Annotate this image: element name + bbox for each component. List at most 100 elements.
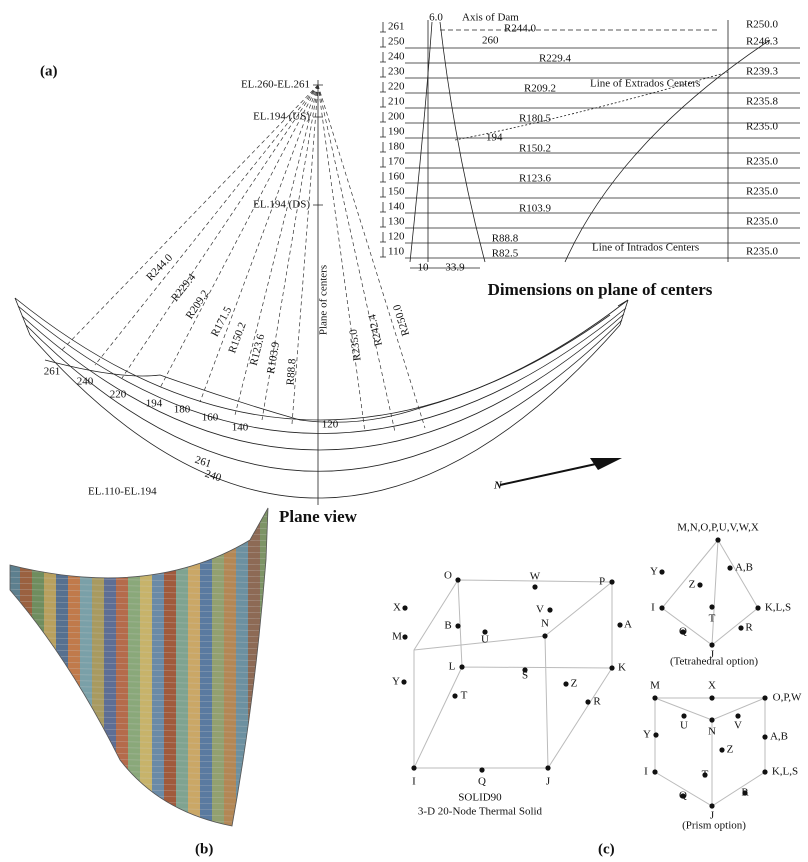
node-label: P xyxy=(599,576,605,588)
radius-label: R235.0 xyxy=(347,328,363,362)
elevation-marker xyxy=(380,232,386,242)
node-dot xyxy=(459,664,464,669)
mesh-line xyxy=(0,505,280,511)
node-label: K,L,S xyxy=(772,766,798,778)
node-label: M xyxy=(392,631,402,643)
elevation-marker xyxy=(380,202,386,212)
dam-stripe xyxy=(104,500,117,840)
node-label: A,B xyxy=(770,731,788,743)
node-label: N xyxy=(541,618,549,630)
elevation-label: 250 xyxy=(388,36,405,48)
node-label: R xyxy=(741,787,749,799)
node-dot xyxy=(609,579,614,584)
node-label: U xyxy=(481,634,489,646)
radius-label: R235.0 xyxy=(746,216,779,228)
node-label: Z xyxy=(571,678,578,690)
node-dot xyxy=(652,695,657,700)
node-label: I xyxy=(644,766,648,778)
radius-label: R209.2 xyxy=(524,83,556,95)
node-dot xyxy=(617,622,622,627)
node-label: A,B xyxy=(735,562,753,574)
elevation-label: 170 xyxy=(388,156,405,168)
elevation-label: 240 xyxy=(203,468,223,485)
elevation-marker xyxy=(380,37,386,47)
elevation-label: 200 xyxy=(388,111,405,123)
elevation-label: 261 xyxy=(44,366,61,378)
dam-stripe xyxy=(212,500,225,840)
elevation-label: 150 xyxy=(388,186,405,198)
dam-stripe xyxy=(8,500,21,840)
dam-stripe xyxy=(188,500,201,840)
mesh-line xyxy=(0,805,280,811)
dam-stripe xyxy=(20,500,33,840)
radius-label: R88.8 xyxy=(492,233,519,245)
panel-label: (c) xyxy=(598,841,615,857)
radius-label: R250.0 xyxy=(746,19,779,31)
elevation-label: 180 xyxy=(388,141,405,153)
radius-label: R123.6 xyxy=(248,332,268,367)
node-dot xyxy=(401,679,406,684)
elevation-marker xyxy=(380,247,386,257)
mesh-line xyxy=(0,517,280,523)
node-dot xyxy=(542,633,547,638)
elevation-label: 190 xyxy=(388,126,405,138)
node-dot xyxy=(735,713,740,718)
radius-label: R103.9 xyxy=(519,203,552,215)
node-label: X xyxy=(708,680,716,692)
dam-stripe xyxy=(236,500,249,840)
elevation-marker xyxy=(380,67,386,77)
radius-label: R250.0 xyxy=(391,303,412,338)
node-dot xyxy=(563,681,568,686)
elevation-marker xyxy=(380,217,386,227)
elevation-marker xyxy=(380,52,386,62)
dam-stripe xyxy=(248,500,261,840)
node-label: Q xyxy=(478,776,486,788)
elevation-label: 120 xyxy=(388,231,405,243)
radius-label: R235.8 xyxy=(746,96,779,108)
elevation-marker xyxy=(380,97,386,107)
node-label: X xyxy=(393,602,401,614)
radius-label: R82.5 xyxy=(492,248,519,260)
node-dot xyxy=(532,584,537,589)
mesh-line xyxy=(0,799,280,805)
element-name: SOLID90 xyxy=(458,792,502,804)
node-label: T xyxy=(461,690,468,702)
dam-stripe xyxy=(80,500,93,840)
node-label: O xyxy=(444,570,452,582)
radius-label: R235.0 xyxy=(746,156,779,168)
node-dot xyxy=(653,732,658,737)
node-dot xyxy=(452,693,457,698)
node-dot xyxy=(697,582,702,587)
dimension-geometry xyxy=(410,20,770,268)
mesh-line xyxy=(0,541,280,547)
elevation-label: 120 xyxy=(322,419,339,431)
node-label: K xyxy=(618,662,626,674)
radius-label: R246.3 xyxy=(746,36,779,48)
node-label: T xyxy=(709,613,716,625)
node-label: V xyxy=(734,720,742,732)
node-label: B xyxy=(444,620,451,632)
node-label: I xyxy=(651,602,655,614)
node-label: Q xyxy=(679,626,687,638)
mesh-line xyxy=(0,811,280,817)
dam-stripe xyxy=(68,500,81,840)
node-label: I xyxy=(412,776,416,788)
radius-label: R244.0 xyxy=(504,23,537,35)
elevation-marker xyxy=(380,142,386,152)
mesh-line xyxy=(0,529,280,535)
radius-label: R235.0 xyxy=(746,121,779,133)
elevation-label: 160 xyxy=(388,171,405,183)
elevation-label: 230 xyxy=(388,66,405,78)
node-dot xyxy=(719,747,724,752)
elevation-label: EL.260-EL.261 xyxy=(241,79,310,91)
node-dot xyxy=(681,713,686,718)
annotation: Line of Extrados Centers xyxy=(590,78,700,90)
elevation-label: 220 xyxy=(388,81,405,93)
element-desc: 3-D 20-Node Thermal Solid xyxy=(418,806,543,818)
node-dot xyxy=(411,765,416,770)
radius-label: R244.0 xyxy=(144,252,175,284)
dimension-label: 6.0 xyxy=(429,12,443,24)
node-label: O,P,W xyxy=(773,692,802,704)
node-dot xyxy=(652,769,657,774)
mesh-line xyxy=(0,511,280,517)
